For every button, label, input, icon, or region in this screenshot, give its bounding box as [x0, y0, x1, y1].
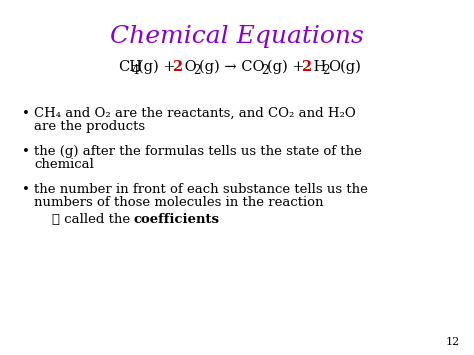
Text: (g) +: (g) + [138, 60, 180, 74]
Text: Chemical Equations: Chemical Equations [110, 25, 364, 48]
Text: 2: 2 [322, 64, 329, 77]
Text: O(g): O(g) [328, 60, 361, 74]
Text: O: O [180, 60, 197, 74]
Text: numbers of those molecules in the reaction: numbers of those molecules in the reacti… [34, 196, 323, 209]
Text: 2: 2 [261, 64, 268, 77]
Text: are the products: are the products [34, 120, 145, 133]
Text: (g) → CO: (g) → CO [199, 60, 264, 74]
Text: H: H [309, 60, 327, 74]
Text: 2: 2 [193, 64, 201, 77]
Text: the number in front of each substance tells us the: the number in front of each substance te… [34, 183, 368, 196]
Text: coefficients: coefficients [134, 213, 220, 226]
Text: CH₄ and O₂ are the reactants, and CO₂ and H₂O: CH₄ and O₂ are the reactants, and CO₂ an… [34, 107, 356, 120]
Text: chemical: chemical [34, 158, 94, 171]
Text: •: • [22, 183, 30, 196]
Text: 4: 4 [132, 64, 139, 77]
Text: 2: 2 [301, 60, 311, 74]
Text: (g) +: (g) + [267, 60, 309, 74]
Text: ✓ called the: ✓ called the [52, 213, 134, 226]
Text: •: • [22, 145, 30, 158]
Text: CH: CH [118, 60, 142, 74]
Text: the (g) after the formulas tells us the state of the: the (g) after the formulas tells us the … [34, 145, 362, 158]
Text: •: • [22, 107, 30, 120]
Text: 12: 12 [446, 337, 460, 347]
Text: 2: 2 [172, 60, 182, 74]
